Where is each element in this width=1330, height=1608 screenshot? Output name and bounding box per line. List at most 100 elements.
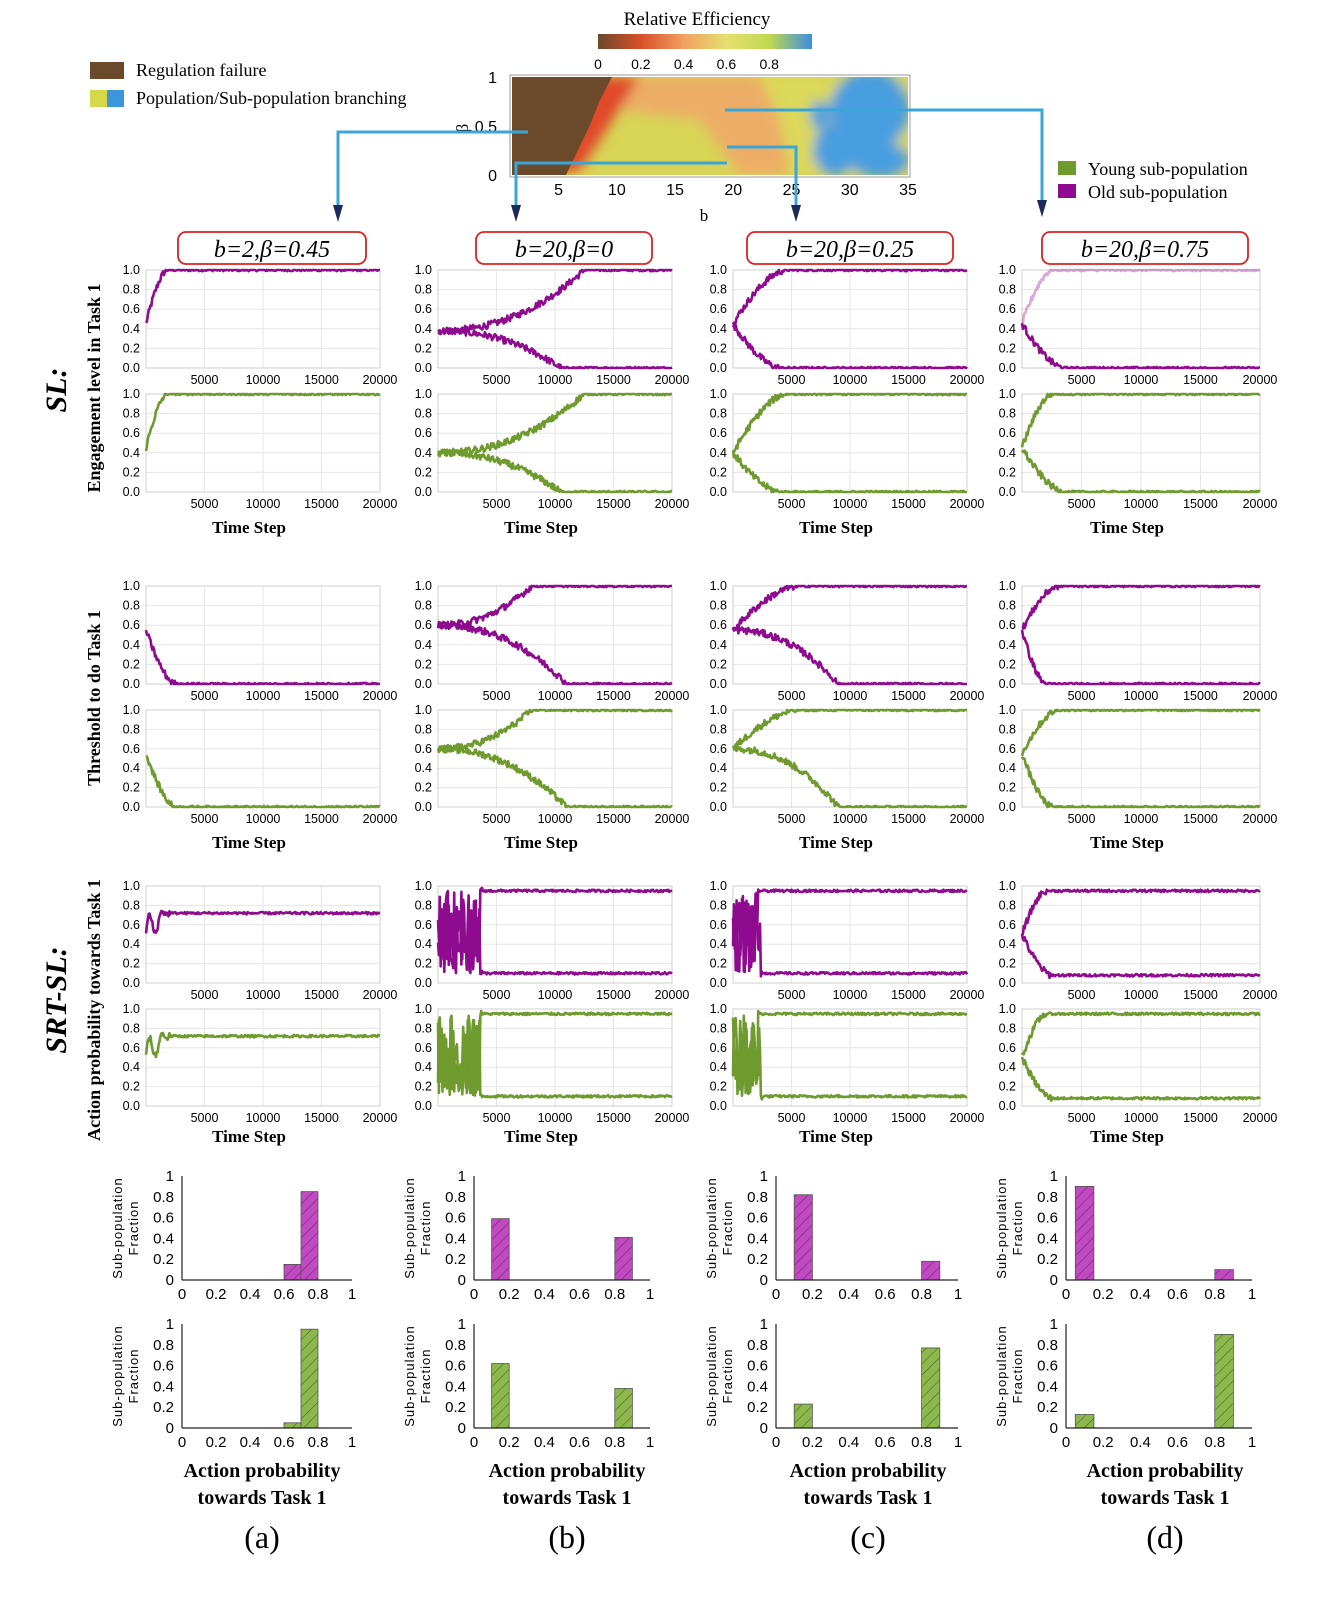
- panel-hist-d-young: 1 0.8 0.6 0.4 0.2 00 0.2 0.4 0.6 0.8 1 Sub-populati…: [994, 1316, 1256, 1451]
- heatmap-y-tick: 1: [488, 70, 497, 87]
- hist-y-tick-label: 1: [166, 1316, 174, 1333]
- series-line-old-branch-1: [436, 584, 673, 630]
- hist-y-tick-label: 0.2: [747, 1251, 768, 1268]
- histogram-bar: [1214, 1269, 1234, 1281]
- x-tick-label: 5000: [191, 689, 219, 703]
- heatmap-y-label: β: [453, 124, 472, 133]
- panel-hist-d-old: 1 0.8 0.6 0.4 0.2 00 0.2 0.4 0.6 0.8 1 Sub-populati…: [994, 1168, 1256, 1303]
- hist-x-label-line2: towards Task 1: [503, 1487, 632, 1509]
- y-tick-label: 0.8: [999, 898, 1016, 912]
- hist-x-tick-label: 1: [954, 1286, 962, 1303]
- hist-y-label-line1: Sub-population: [994, 1177, 1009, 1278]
- y-tick-label: 0.4: [123, 761, 140, 775]
- x-tick-label: 10000: [246, 988, 281, 1002]
- panel-hist-c-old: 1 0.8 0.6 0.4 0.2 00 0.2 0.4 0.6 0.8 1 Sub-populati…: [704, 1168, 962, 1303]
- y-tick-label: 1.0: [999, 387, 1016, 401]
- x-tick-label: 10000: [246, 812, 281, 826]
- hist-y-label-line1: Sub-population: [402, 1325, 417, 1426]
- hist-x-tick-label: 0.2: [1093, 1434, 1114, 1451]
- y-tick-label: 0.6: [415, 742, 432, 756]
- hist-x-tick-label: 0.6: [274, 1434, 295, 1451]
- hist-x-tick-label: 0: [178, 1434, 186, 1451]
- y-tick-label: 0.8: [123, 599, 140, 613]
- y-tick-label: 0.4: [415, 446, 432, 460]
- x-tick-label: 20000: [655, 812, 690, 826]
- hist-y-label-line1: Sub-population: [704, 1177, 719, 1278]
- x-tick-label: 10000: [1124, 497, 1159, 511]
- legend-label-young: Young sub-population: [1088, 159, 1248, 179]
- series-line-old-branch-1: [731, 888, 968, 973]
- y-tick-label: 0.4: [999, 322, 1016, 336]
- x-tick-label: 20000: [363, 1111, 398, 1125]
- y-tick-label: 0.2: [123, 781, 140, 795]
- hist-x-tick-label: 0.6: [875, 1434, 896, 1451]
- series-line-young-branch-2: [436, 744, 673, 809]
- hist-y-tick-label: 0.2: [747, 1399, 768, 1416]
- hist-x-tick-label: 0: [1062, 1286, 1070, 1303]
- y-tick-label: 0.8: [710, 599, 727, 613]
- y-tick-label: 0.2: [123, 957, 140, 971]
- y-tick-label: 0.4: [123, 937, 140, 951]
- hist-y-tick-label: 0.2: [153, 1399, 174, 1416]
- heatmap-x-tick: 25: [783, 182, 801, 199]
- y-tick-label: 0.8: [999, 407, 1016, 421]
- y-tick-label: 0.0: [710, 800, 727, 814]
- series-line-old-branch-1: [144, 268, 381, 324]
- hist-y-tick-label: 0.8: [445, 1337, 466, 1354]
- y-tick-label: 1.0: [415, 579, 432, 593]
- hist-y-tick-label: 0: [458, 1420, 466, 1437]
- y-tick-label: 0.6: [710, 618, 727, 632]
- histogram-bar: [921, 1347, 941, 1429]
- x-tick-label: 20000: [950, 497, 985, 511]
- hist-y-label-line2: Fraction: [720, 1201, 735, 1256]
- series-line-young-branch-2: [731, 450, 968, 494]
- x-axis-label: Time Step: [504, 833, 578, 852]
- x-tick-label: 20000: [1243, 497, 1278, 511]
- y-tick-label: 1.0: [123, 879, 140, 893]
- row-labels: SL: SRT-SL: Engagement level in Task 1 T…: [40, 283, 104, 1140]
- population-legend: Young sub-population Old sub-population: [1058, 159, 1248, 202]
- panel-engagement-b-old: 1.0 0.8 0.6 0.4 0.2 0.0 5000 10000 15000 20000: [415, 263, 690, 387]
- hist-y-label-line2: Fraction: [126, 1201, 141, 1256]
- x-tick-label: 10000: [538, 497, 573, 511]
- x-tick-label: 5000: [191, 497, 219, 511]
- y-tick-label: 0.6: [415, 618, 432, 632]
- y-tick-label: 0.8: [415, 283, 432, 297]
- x-tick-label: 20000: [363, 373, 398, 387]
- x-tick-label: 10000: [538, 1111, 573, 1125]
- panel-engagement-a-young: 1.0 0.8 0.6 0.4 0.2 0.0 5000 10000 15000 20000 Tim…: [123, 387, 398, 537]
- y-tick-label: 0.2: [999, 657, 1016, 671]
- x-tick-label: 15000: [1183, 1111, 1218, 1125]
- series-line-young-branch-2: [436, 448, 673, 494]
- histogram-bar: [491, 1363, 510, 1429]
- x-tick-label: 5000: [191, 1111, 219, 1125]
- y-tick-label: 0.4: [999, 937, 1016, 951]
- panel-engagement-d-old: 1.0 0.8 0.6 0.4 0.2 0.0 5000 10000 15000 20000: [999, 263, 1278, 387]
- hist-y-tick-label: 0.2: [153, 1251, 174, 1268]
- y-tick-label: 0.8: [123, 722, 140, 736]
- x-tick-label: 20000: [655, 1111, 690, 1125]
- x-tick-label: 10000: [833, 373, 868, 387]
- y-tick-label: 0.6: [123, 426, 140, 440]
- x-tick-label: 10000: [1124, 1111, 1159, 1125]
- hist-y-tick-label: 1: [458, 1316, 466, 1333]
- x-tick-label: 15000: [304, 812, 339, 826]
- hist-y-tick-label: 0: [760, 1420, 768, 1437]
- x-tick-label: 10000: [538, 373, 573, 387]
- connectors: [333, 108, 1047, 222]
- y-tick-label: 0.0: [999, 1099, 1016, 1113]
- series-line-old-branch-2: [1020, 323, 1261, 370]
- x-tick-label: 10000: [538, 988, 573, 1002]
- y-tick-label: 0.0: [415, 800, 432, 814]
- hist-y-label-line2: Fraction: [720, 1349, 735, 1404]
- y-tick-label: 0.6: [999, 302, 1016, 316]
- hist-y-tick-label: 0.8: [747, 1189, 768, 1206]
- hist-x-tick-label: 0.4: [534, 1286, 555, 1303]
- hist-x-label-line1: Action probability: [489, 1460, 646, 1482]
- y-tick-label: 0.8: [999, 1021, 1016, 1035]
- heatmap-x-tick: 5: [554, 182, 563, 199]
- y-tick-label: 1.0: [999, 263, 1016, 277]
- series-line-young-branch-1: [144, 392, 381, 452]
